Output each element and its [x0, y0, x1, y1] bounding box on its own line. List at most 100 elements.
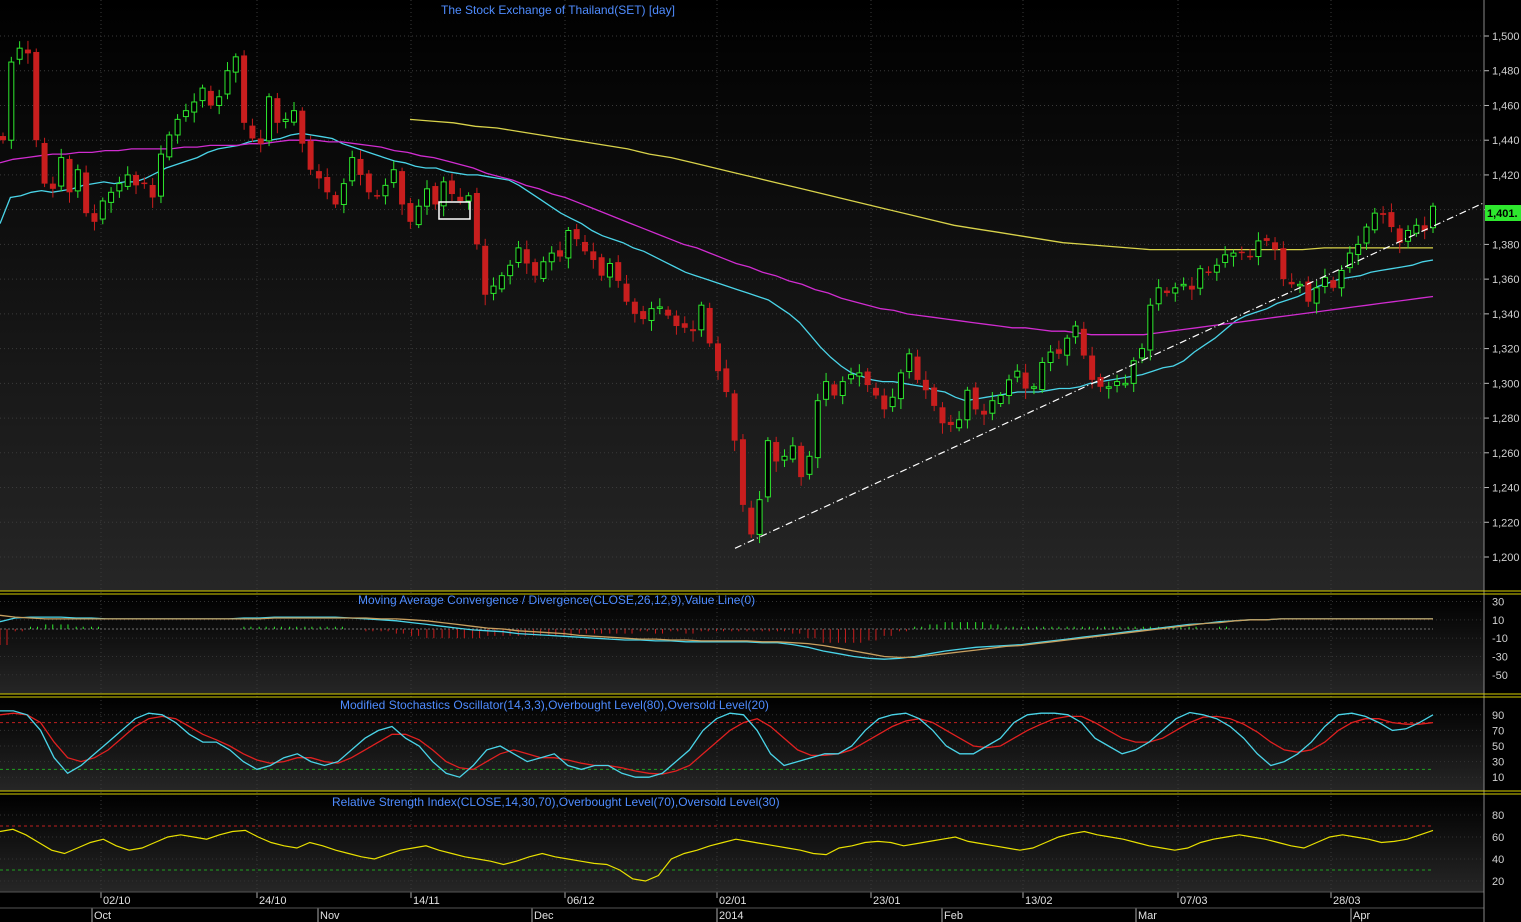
price-tick-label: 1,260 [1492, 448, 1520, 460]
candle-body [565, 230, 572, 259]
axis-background [1484, 0, 1521, 922]
candle-body [207, 90, 214, 106]
candle-body [931, 387, 938, 406]
candle-body [789, 445, 796, 460]
stochastic-panel: Modified Stochastics Oscillator(14,3,3),… [0, 698, 1504, 784]
candle-body [989, 400, 996, 414]
candle-body [1371, 212, 1378, 231]
candle-body [157, 153, 164, 197]
rsi-panel: Relative Strength Index(CLOSE,14,30,70),… [0, 795, 1504, 888]
date-label: 28/03 [1333, 895, 1361, 907]
price-tick-label: 1,300 [1492, 378, 1520, 390]
candle-body [282, 118, 289, 122]
candle-body [831, 384, 838, 396]
candle-body [241, 55, 248, 123]
price-tick-label: 1,440 [1492, 135, 1520, 147]
candle-body [1147, 304, 1154, 351]
month-label: Nov [320, 910, 340, 922]
macd-tick-label: -10 [1492, 633, 1508, 645]
candle-body [315, 171, 322, 179]
last-value-label: 1,401. [1487, 208, 1518, 220]
panel-background [0, 594, 1484, 694]
panel-background [0, 697, 1484, 791]
price-y-axis: 1,200 1,220 1,240 1,260 1,280 1,300 1,320 1,340… [1484, 31, 1520, 564]
highlight-box [438, 201, 471, 220]
candle-body [715, 343, 721, 372]
date-label: 13/02 [1025, 895, 1053, 907]
candle-body [939, 407, 946, 424]
price-tick-label: 1,340 [1492, 309, 1520, 321]
candle-body [540, 261, 547, 279]
candle-body [590, 251, 597, 261]
candle-body [8, 61, 15, 141]
candle-body [16, 47, 23, 60]
candle-body [415, 205, 422, 226]
price-tick-label: 1,500 [1492, 31, 1520, 43]
macd-tick-label: -50 [1492, 670, 1508, 682]
date-label: 14/11 [413, 895, 440, 907]
price-tick-label: 1,280 [1492, 413, 1520, 425]
candle-body [332, 195, 339, 205]
candle-body [1363, 226, 1370, 244]
stochastic-levels [0, 722, 1433, 770]
candle-body [399, 171, 406, 205]
candle-body [706, 307, 713, 344]
candle-body [1396, 228, 1403, 243]
candle-body [1338, 269, 1345, 289]
candle-body [1280, 248, 1287, 280]
last-value-badge: 1,401. [1485, 205, 1521, 221]
candle-body [482, 245, 489, 295]
candle-body [440, 181, 447, 207]
candle-body [91, 213, 98, 222]
candle-body [1255, 240, 1262, 258]
month-label: Mar [1138, 910, 1157, 922]
candle-body [49, 183, 56, 189]
candle-body [1405, 230, 1412, 242]
macd-tick-label: 10 [1492, 615, 1504, 627]
candle-body [1305, 281, 1312, 302]
rsi-lines [0, 828, 1434, 882]
candle-body [1105, 386, 1112, 389]
candle-body [1130, 360, 1137, 384]
date-label: 02/01 [719, 895, 747, 907]
candle-body [864, 371, 871, 386]
candle-body [166, 134, 173, 158]
rsi-levels [0, 825, 1433, 871]
stochastic-title: Modified Stochastics Oscillator(14,3,3),… [340, 698, 769, 712]
candle-body [1122, 382, 1129, 386]
macd-panel: Moving Average Convergence / Divergence(… [0, 593, 1508, 682]
candle-body [947, 421, 954, 426]
candle-body [1222, 254, 1229, 263]
candle-body [41, 142, 48, 184]
candle-body [357, 158, 364, 175]
candle-body [266, 96, 273, 142]
candle-body [1097, 377, 1104, 387]
date-label: 23/01 [873, 895, 901, 907]
candle-body [432, 186, 439, 205]
candle-body [1388, 212, 1395, 228]
candle-body [1430, 205, 1436, 229]
candle-body [640, 311, 647, 320]
candle-body [1213, 264, 1220, 273]
candle-body [1114, 381, 1121, 386]
candle-body [1155, 287, 1162, 305]
candle-body [623, 283, 630, 302]
candle-body [24, 49, 31, 54]
candle-body [407, 203, 414, 222]
candle-body [507, 264, 514, 277]
candle-body [964, 389, 971, 421]
candle-body [1346, 252, 1353, 269]
rsi-tick-label: 40 [1492, 854, 1504, 866]
candle-body [1288, 281, 1295, 285]
candle-body [897, 372, 904, 400]
candle-body [673, 315, 680, 327]
candle-body [1163, 290, 1170, 294]
macd-y-axis: 30 10 -10 -30 -50 [1492, 597, 1508, 682]
rsi-line [0, 828, 1434, 882]
candle-body [723, 368, 730, 393]
candle-body [274, 98, 281, 123]
candle-body [224, 70, 231, 95]
macd-histogram [0, 622, 1433, 646]
date-label: 06/12 [567, 895, 595, 907]
candle-body [889, 396, 896, 408]
